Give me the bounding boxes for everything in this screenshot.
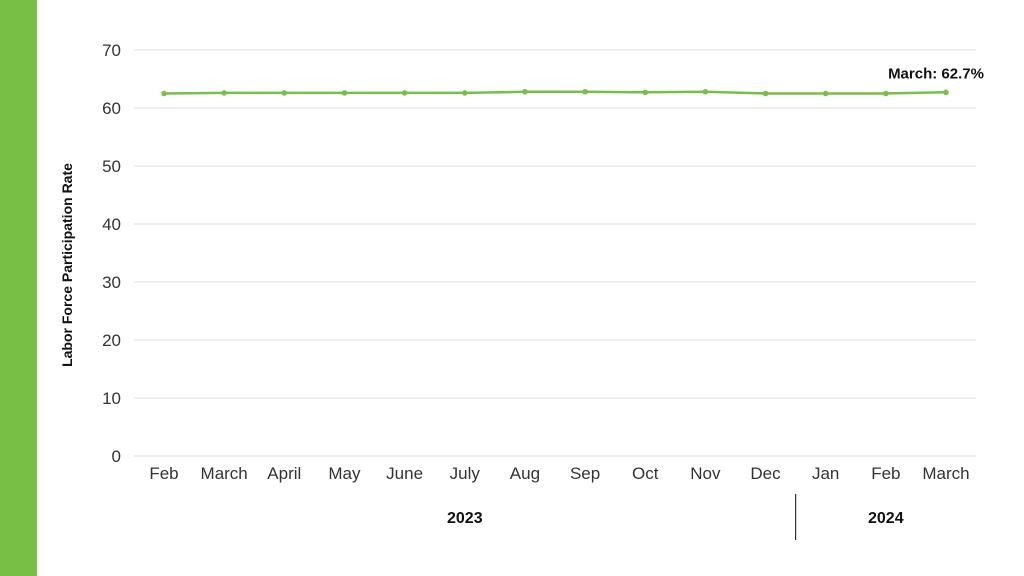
- data-point: [702, 88, 709, 95]
- data-point: [822, 90, 829, 97]
- x-tick-label: Nov: [690, 464, 721, 483]
- data-point: [341, 90, 348, 96]
- year-groups: 2023 2024: [447, 494, 904, 540]
- x-axis-ticks: Feb March April May June July Aug Sep Oct Nov Dec J…: [149, 464, 969, 483]
- x-tick-label: Sep: [570, 464, 600, 483]
- y-tick-label: 40: [102, 215, 121, 234]
- data-point: [642, 89, 649, 96]
- last-value-annotation: March: 62.7%: [888, 65, 984, 82]
- x-tick-label: March: [201, 464, 248, 483]
- y-tick-label: 30: [102, 273, 121, 292]
- y-tick-label: 60: [102, 99, 121, 118]
- data-point: [762, 90, 769, 97]
- data-point: [161, 90, 167, 97]
- series-line: [163, 90, 947, 95]
- data-point: [522, 88, 528, 95]
- x-tick-label: May: [328, 464, 361, 483]
- data-points: [161, 88, 949, 97]
- x-tick-label: June: [386, 464, 423, 483]
- data-point: [401, 90, 408, 96]
- y-tick-label: 70: [102, 41, 121, 60]
- x-tick-label: Oct: [632, 464, 659, 483]
- accent-side-bar: [0, 0, 37, 576]
- data-point: [883, 90, 889, 97]
- x-tick-label: March: [922, 464, 969, 483]
- y-tick-label: 50: [102, 157, 121, 176]
- x-tick-label: Dec: [750, 464, 781, 483]
- data-point: [582, 88, 588, 95]
- x-tick-label: April: [267, 464, 301, 483]
- data-point: [281, 90, 288, 96]
- x-tick-label: July: [450, 464, 481, 483]
- data-point: [461, 90, 468, 96]
- series-line-layer: [163, 90, 947, 95]
- x-tick-label: Feb: [871, 464, 900, 483]
- grid-lines: [134, 49, 976, 457]
- y-tick-label: 20: [102, 331, 121, 350]
- data-point: [943, 89, 949, 96]
- y-axis-ticks: 0 10 20 30 40 50 60 70: [102, 41, 121, 466]
- year-label: 2023: [447, 510, 483, 527]
- x-tick-label: Feb: [149, 464, 178, 483]
- x-tick-label: Jan: [812, 464, 839, 483]
- year-label: 2024: [868, 510, 904, 527]
- y-axis-title: Labor Force Participation Rate: [59, 163, 75, 367]
- data-point: [221, 90, 227, 96]
- y-tick-label: 0: [112, 447, 121, 466]
- x-tick-label: Aug: [510, 464, 540, 483]
- y-tick-label: 10: [102, 389, 121, 408]
